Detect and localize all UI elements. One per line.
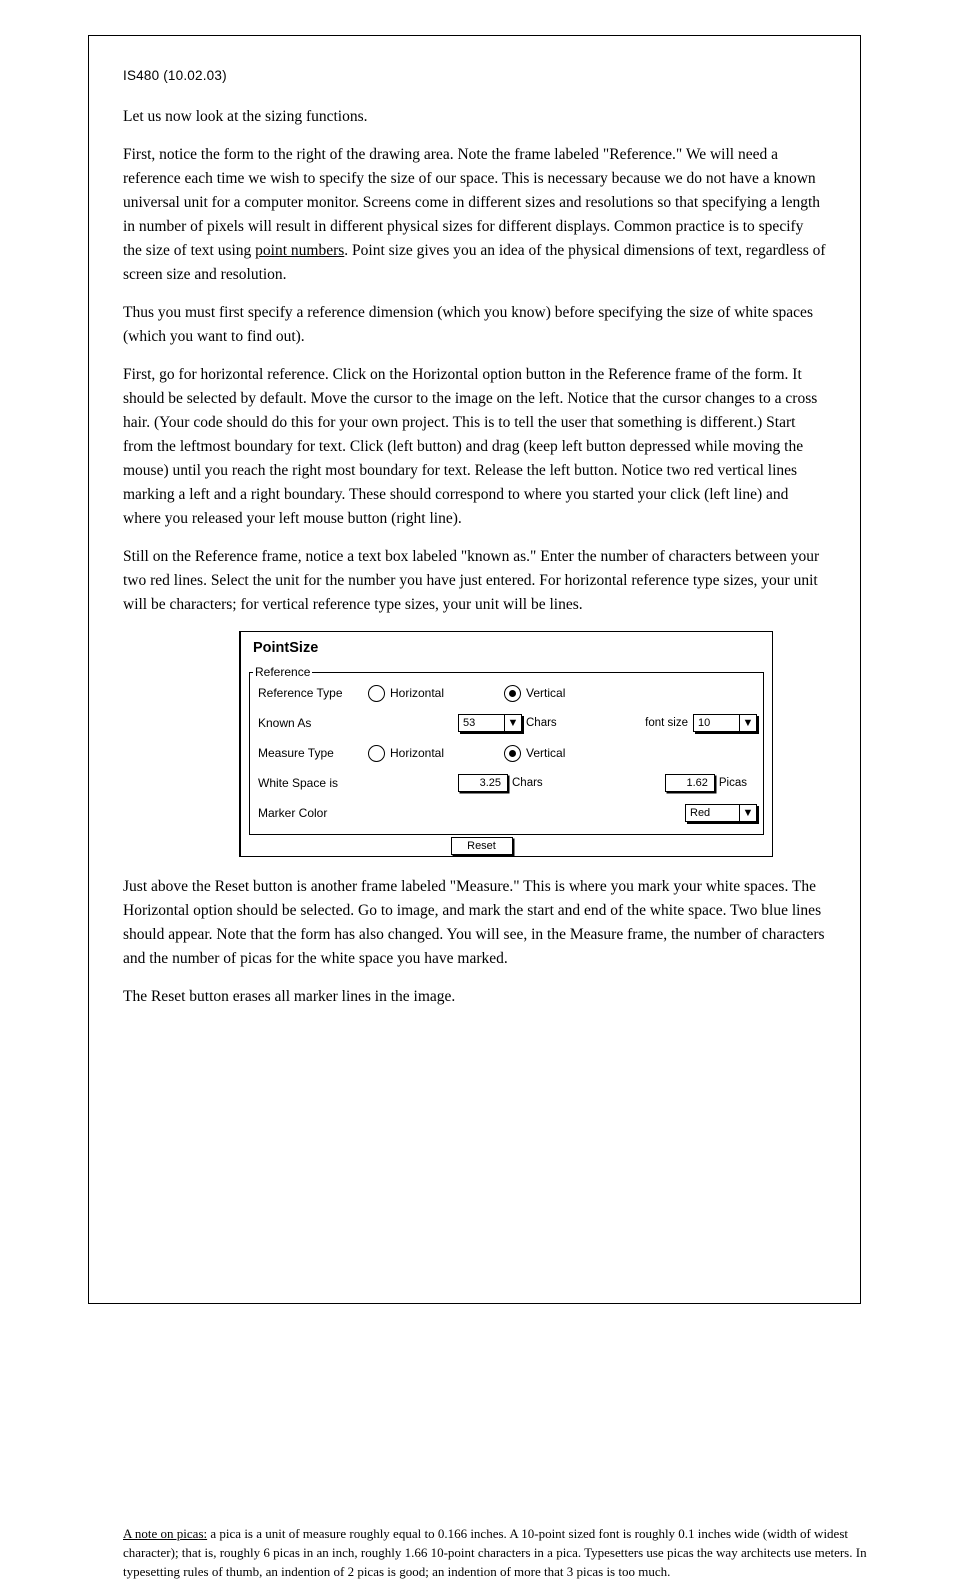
radio-circle-icon	[368, 745, 385, 762]
page-number: IS480 (10.02.03)	[123, 68, 826, 83]
point-numbers-link[interactable]: point numbers	[255, 242, 344, 259]
radio-label-horizontal: Horizontal	[390, 746, 444, 760]
paragraph-reset: The Reset button erases all marker lines…	[123, 985, 826, 1009]
paragraph-first-horizontal: First, go for horizontal reference. Clic…	[123, 363, 826, 531]
paragraph-thus: Thus you must first specify a reference …	[123, 301, 826, 349]
label-marker-color: Marker Color	[258, 806, 368, 820]
radio-meas-vertical[interactable]: Vertical	[504, 745, 565, 762]
label-white-space: White Space is	[258, 776, 368, 790]
note-label: A note on picas:	[123, 1526, 207, 1541]
radio-meas-horizontal[interactable]: Horizontal	[368, 745, 444, 762]
radio-label-vertical: Vertical	[526, 746, 565, 760]
radio-label-vertical: Vertical	[526, 686, 565, 700]
label-measure-type: Measure Type	[258, 746, 368, 760]
paragraph-reference: First, notice the form to the right of t…	[123, 143, 826, 287]
note-picas: A note on picas: a pica is a unit of mea…	[123, 1525, 883, 1582]
known-as-unit: Chars	[526, 717, 557, 729]
label-known-as: Known As	[258, 716, 368, 730]
intro-paragraph: Let us now look at the sizing functions.	[123, 105, 826, 129]
radio-ref-vertical[interactable]: Vertical	[504, 685, 565, 702]
white-space-unit-chars: Chars	[512, 777, 543, 789]
chevron-down-icon: ▼	[739, 715, 756, 731]
chevron-down-icon: ▼	[504, 715, 521, 731]
paragraph-measure-frame: Just above the Reset button is another f…	[123, 875, 826, 971]
pointsize-dialog: PointSize Reference Reference Type Horiz…	[239, 631, 773, 857]
paragraph-known-as: Still on the Reference frame, notice a t…	[123, 545, 826, 617]
select-marker-color[interactable]: Red ▼	[685, 804, 757, 822]
input-white-space-chars[interactable]: 3.25	[458, 774, 508, 792]
select-font-size[interactable]: 10 ▼	[693, 714, 757, 732]
radio-circle-icon	[504, 745, 521, 762]
input-white-space-picas[interactable]: 1.62	[665, 774, 715, 792]
radio-label-horizontal: Horizontal	[390, 686, 444, 700]
white-space-unit-picas: Picas	[719, 777, 747, 789]
font-size-value: 10	[698, 717, 710, 729]
reset-button[interactable]: Reset	[451, 837, 513, 855]
known-as-value: 53	[463, 717, 475, 729]
note-body: a pica is a unit of measure roughly equa…	[123, 1526, 867, 1579]
radio-ref-horizontal[interactable]: Horizontal	[368, 685, 444, 702]
label-reference-type: Reference Type	[258, 686, 368, 700]
select-known-as-value[interactable]: 53 ▼	[458, 714, 522, 732]
label-font-size: font size	[645, 717, 688, 729]
marker-color-value: Red	[690, 807, 710, 819]
frame-label-reference: Reference	[253, 665, 312, 679]
radio-circle-icon	[368, 685, 385, 702]
dialog-title: PointSize	[253, 640, 764, 656]
radio-circle-icon	[504, 685, 521, 702]
chevron-down-icon: ▼	[739, 805, 756, 821]
